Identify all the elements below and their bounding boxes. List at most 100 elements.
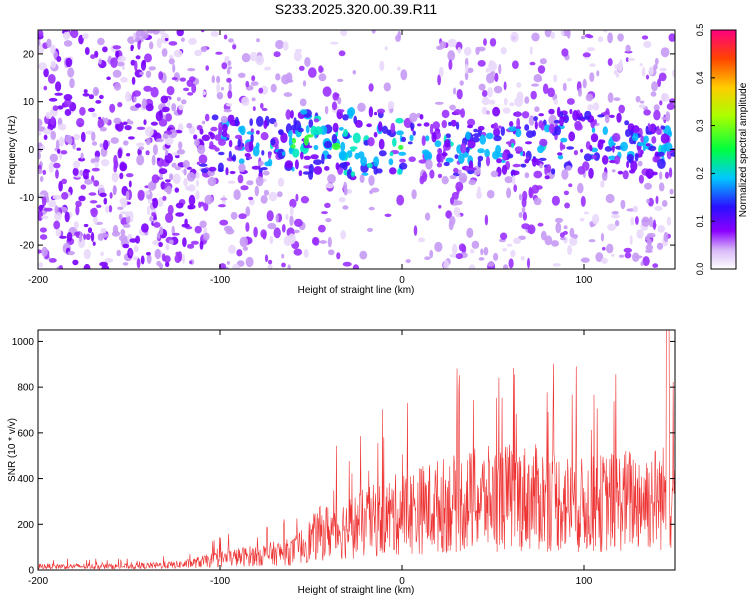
heatmap-cell bbox=[605, 193, 615, 204]
heatmap-cell bbox=[584, 33, 592, 38]
heatmap-cell bbox=[466, 67, 474, 74]
heatmap-cell bbox=[187, 68, 196, 72]
heatmap-cell bbox=[122, 243, 130, 249]
heatmap-cell bbox=[518, 212, 523, 218]
heatmap-cell bbox=[561, 144, 566, 150]
heatmap-cell bbox=[533, 170, 543, 179]
heatmap-cell bbox=[133, 95, 137, 103]
heatmap-cell bbox=[342, 114, 349, 121]
heatmap-cell bbox=[117, 61, 125, 67]
heatmap-cell bbox=[122, 262, 129, 266]
heatmap-cell bbox=[560, 137, 568, 143]
heatmap-cell bbox=[199, 240, 204, 250]
heatmap-cell bbox=[449, 215, 456, 226]
heatmap-cell bbox=[478, 83, 486, 91]
heatmap-cell bbox=[201, 120, 206, 125]
heatmap-cell bbox=[658, 72, 667, 82]
heatmap-cell bbox=[38, 168, 43, 175]
heatmap-cell bbox=[546, 164, 552, 173]
heatmap-cell bbox=[281, 224, 286, 233]
heatmap-cell bbox=[638, 104, 646, 109]
heatmap-cell bbox=[642, 256, 650, 267]
colorbar-label: Normalized spectral amplitude bbox=[738, 82, 749, 217]
heatmap-cell bbox=[656, 128, 662, 135]
heatmap-cell bbox=[187, 92, 194, 96]
heatmap-cell bbox=[511, 142, 515, 148]
heatmap-cell bbox=[563, 190, 570, 196]
heatmap-cell bbox=[342, 205, 349, 210]
heatmap-cell bbox=[565, 165, 572, 171]
heatmap-cell bbox=[298, 65, 305, 71]
heatmap-cell bbox=[227, 180, 236, 184]
heatmap-cell bbox=[484, 148, 490, 158]
heatmap-cell bbox=[165, 243, 170, 251]
heatmap-cell bbox=[281, 262, 286, 268]
heatmap-cell bbox=[388, 158, 394, 166]
heatmap-cell bbox=[232, 263, 241, 269]
heatmap-cell bbox=[645, 168, 655, 179]
heatmap-cell bbox=[640, 135, 645, 143]
heatmap-cell bbox=[614, 155, 621, 165]
heatmap-cell bbox=[298, 170, 303, 177]
heatmap-cell bbox=[477, 155, 484, 162]
heatmap-cell bbox=[589, 144, 593, 152]
heatmap-cell bbox=[151, 212, 157, 217]
heatmap-cell bbox=[38, 38, 41, 46]
heatmap-cell bbox=[90, 158, 96, 164]
heatmap-cell bbox=[464, 63, 469, 74]
heatmap-cell bbox=[398, 144, 404, 150]
heatmap-cell bbox=[204, 113, 210, 122]
heatmap-cell bbox=[292, 137, 296, 144]
heatmap-cell bbox=[152, 144, 158, 156]
heatmap-cell bbox=[250, 81, 259, 86]
heatmap-cell bbox=[613, 97, 621, 102]
heatmap-cell bbox=[326, 154, 332, 160]
heatmap-cell bbox=[583, 211, 590, 215]
heatmap-cell bbox=[460, 108, 465, 118]
heatmap-cell bbox=[151, 154, 156, 166]
heatmap-cell bbox=[340, 162, 348, 166]
heatmap-cell bbox=[284, 160, 294, 169]
heatmap-cell bbox=[502, 264, 509, 269]
heatmap-cell bbox=[611, 169, 616, 173]
heatmap-cell bbox=[61, 192, 69, 200]
heatmap-cell bbox=[518, 193, 523, 201]
heatmap-cell bbox=[417, 123, 422, 127]
heatmap-cell bbox=[529, 46, 533, 55]
heatmap-cell bbox=[479, 134, 487, 145]
heatmap-cell bbox=[84, 47, 90, 55]
heatmap-cell bbox=[651, 171, 658, 176]
heatmap-cell bbox=[292, 148, 300, 158]
heatmap-cell bbox=[395, 117, 404, 124]
heatmap-cell bbox=[48, 97, 58, 102]
heatmap-cell bbox=[580, 35, 586, 40]
heatmap-cell bbox=[290, 110, 294, 119]
heatmap-cell bbox=[251, 75, 256, 82]
heatmap-cell bbox=[158, 168, 168, 175]
heatmap-cell bbox=[242, 246, 248, 251]
heatmap-cell bbox=[258, 160, 264, 166]
heatmap-cell bbox=[83, 249, 91, 260]
heatmap-cell bbox=[392, 137, 397, 147]
heatmap-cell bbox=[383, 82, 391, 92]
heatmap-cell bbox=[159, 226, 164, 236]
heatmap-cell bbox=[140, 255, 145, 265]
heatmap-cell bbox=[470, 248, 475, 254]
heatmap-cell bbox=[260, 195, 268, 204]
heatmap-cell bbox=[266, 210, 274, 222]
heatmap-cell bbox=[311, 237, 319, 246]
heatmap-cell bbox=[228, 38, 234, 43]
heatmap-cell bbox=[481, 90, 488, 97]
heatmap-cell bbox=[38, 131, 42, 136]
heatmap-cell bbox=[59, 235, 67, 239]
heatmap-cell bbox=[46, 38, 52, 48]
colorbar-tick-label: 0.4 bbox=[695, 72, 705, 85]
heatmap-cell bbox=[653, 64, 658, 70]
snr-ytick-label: 200 bbox=[17, 520, 34, 531]
heatmap-cell bbox=[136, 142, 145, 147]
heatmap-cell bbox=[533, 116, 538, 122]
heatmap-cell bbox=[264, 254, 269, 263]
heatmap-cell bbox=[209, 141, 214, 149]
heatmap-cell bbox=[205, 65, 209, 71]
heatmap-cell bbox=[238, 158, 245, 165]
